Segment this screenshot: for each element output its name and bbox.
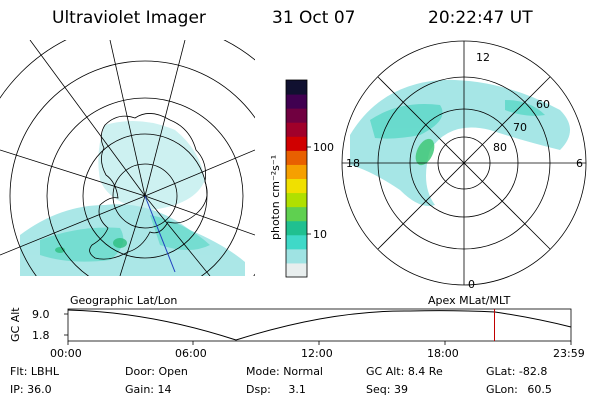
colorbar-segment [286, 262, 307, 278]
time-tick-0600: 06:00 [175, 347, 207, 360]
mlt-label-dawn: 6 [576, 157, 583, 170]
colorbar: 100 10 photon cm⁻²s⁻¹ [269, 79, 334, 278]
time-tick-1200: 12:00 [301, 347, 333, 360]
time-tick-2359: 23:59 [553, 347, 585, 360]
observation-time: 20:22:47 UT [428, 8, 533, 28]
time-tick-0000: 00:00 [50, 347, 82, 360]
mode-info: Mode: Normal [246, 365, 323, 378]
mlt-label-midnight: 0 [468, 278, 475, 291]
left-panel-label: Geographic Lat/Lon [70, 294, 178, 307]
colorbar-segment [286, 248, 307, 264]
colorbar-segment [286, 136, 307, 151]
gc-alt-value: 8.4 Re [407, 365, 443, 378]
colorbar-tick-label-10: 10 [313, 228, 327, 241]
dsp-value: 3.1 [288, 383, 306, 396]
colorbar-segment [286, 94, 307, 109]
gain-value: 14 [157, 383, 172, 396]
colorbar-segment [286, 178, 307, 194]
door-info: Door: Open [125, 365, 188, 378]
ip-info: IP: 36.0 [10, 383, 52, 396]
glon-value: 60.5 [527, 383, 552, 396]
colorbar-tick-label-100: 100 [313, 141, 334, 154]
gain-info: Gain: 14 [125, 383, 172, 396]
glat-info: GLat: -82.8 [486, 365, 548, 378]
mlt-label-noon: 12 [476, 51, 490, 64]
altitude-strip: GC Alt 9.0 1.8 [9, 307, 572, 345]
filter-value: LBHL [30, 365, 59, 378]
glon-info: GLon: 60.5 [486, 383, 552, 396]
mode-value: Normal [283, 365, 323, 378]
colorbar-segment [286, 108, 307, 123]
gc-alt-info: GC Alt: 8.4 Re [366, 365, 443, 378]
colorbar-segment [286, 164, 307, 179]
colorbar-segment [286, 150, 307, 165]
polar-mlat-mlt-plot: 12 18 6 0 60 70 80 [341, 40, 587, 291]
colorbar-segment [286, 192, 307, 208]
observation-date: 31 Oct 07 [272, 8, 356, 28]
instrument-title: Ultraviolet Imager [52, 8, 206, 28]
mlat-label-80: 80 [493, 141, 507, 154]
door-value: Open [158, 365, 188, 378]
colorbar-segment [286, 220, 307, 236]
filter-info: Flt: LBHL [10, 365, 59, 378]
colorbar-segment [286, 80, 307, 95]
colorbar-segment [286, 234, 307, 250]
altitude-tick-low: 1.8 [32, 329, 50, 342]
mlat-label-70: 70 [513, 121, 527, 134]
mlt-label-dusk: 18 [346, 157, 360, 170]
glat-value: -82.8 [518, 365, 548, 378]
colorbar-unit-label: photon cm⁻²s⁻¹ [269, 155, 282, 240]
altitude-tick-high: 9.0 [32, 308, 50, 321]
dsp-info: Dsp: 3.1 [246, 383, 306, 396]
altitude-axis-label: GC Alt [9, 307, 22, 342]
right-panel-label: Apex MLat/MLT [428, 294, 511, 307]
time-tick-1800: 18:00 [427, 347, 459, 360]
ip-value: 36.0 [27, 383, 52, 396]
seq-info: Seq: 39 [366, 383, 408, 396]
colorbar-segment [286, 206, 307, 222]
mlat-label-60: 60 [536, 98, 550, 111]
seq-value: 39 [393, 383, 408, 396]
colorbar-segment [286, 122, 307, 137]
geographic-image [0, 40, 255, 276]
